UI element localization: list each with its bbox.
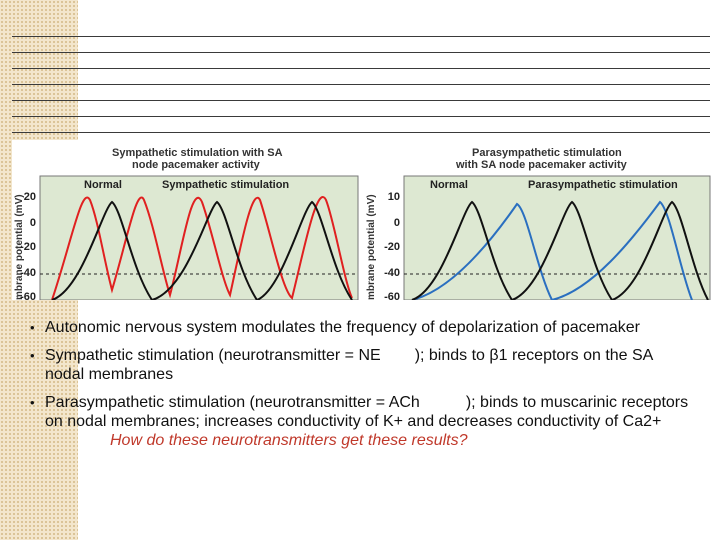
right-normal-trace <box>411 200 709 300</box>
bullet-list: • Autonomic nervous system modulates the… <box>30 318 690 459</box>
right-normal-label: Normal <box>430 179 468 191</box>
right-ytick-neg40: -40 <box>384 267 400 279</box>
right-y-axis-label: mbrane potential (mV) <box>366 194 377 300</box>
question-text: How do these neurotransmitters get these… <box>110 432 468 449</box>
sympathetic-label: Sympathetic stimulation <box>162 179 289 191</box>
bullet-item: • Parasympathetic stimulation (neurotran… <box>30 393 690 450</box>
left-panel: Sympathetic stimulation with SA node pac… <box>14 147 359 300</box>
bullet-dot: • <box>30 348 35 363</box>
left-title-line1: Sympathetic stimulation with SA <box>112 147 283 159</box>
right-title-line2: with SA node pacemaker activity <box>455 159 628 171</box>
right-ytick-10: 10 <box>388 191 400 203</box>
left-ytick-0: 0 <box>30 217 36 229</box>
bullet-text-pre: Parasympathetic stimulation (neurotransm… <box>45 394 420 411</box>
left-y-axis-label: mbrane potential (mV) <box>14 194 25 300</box>
left-ytick-20: 20 <box>24 191 36 203</box>
parasympathetic-label: Parasympathetic stimulation <box>528 179 678 191</box>
left-normal-trace <box>51 200 353 300</box>
bullet-text-post: ); binds to muscarinic receptors on noda… <box>45 394 689 430</box>
right-ytick-neg60: -60 <box>384 291 400 300</box>
bullet-text-post: ); binds to β1 receptors on the SA nodal… <box>45 347 653 383</box>
parasympathetic-trace <box>411 200 693 300</box>
left-ytick-neg40: -40 <box>20 267 36 279</box>
sympathetic-trace <box>51 196 353 300</box>
bullet-item: • Sympathetic stimulation (neurotransmit… <box>30 346 690 384</box>
right-ytick-neg20: -20 <box>384 241 400 253</box>
right-panel: Parasympathetic stimulation with SA node… <box>366 147 711 300</box>
bullet-dot: • <box>30 320 35 335</box>
left-ytick-neg20: -20 <box>20 241 36 253</box>
left-title-line2: node pacemaker activity <box>132 159 261 171</box>
bullet-dot: • <box>30 395 35 410</box>
pacemaker-potential-figure: Sympathetic stimulation with SA node pac… <box>12 140 712 300</box>
right-ytick-0: 0 <box>394 217 400 229</box>
left-normal-label: Normal <box>84 179 122 191</box>
bullet-text: Autonomic nervous system modulates the f… <box>45 319 640 336</box>
bullet-item: • Autonomic nervous system modulates the… <box>30 318 690 337</box>
bullet-text-pre: Sympathetic stimulation (neurotransmitte… <box>45 347 381 364</box>
left-ytick-neg60: -60 <box>20 291 36 300</box>
right-plot-area <box>403 175 711 300</box>
right-title-line1: Parasympathetic stimulation <box>472 147 622 159</box>
